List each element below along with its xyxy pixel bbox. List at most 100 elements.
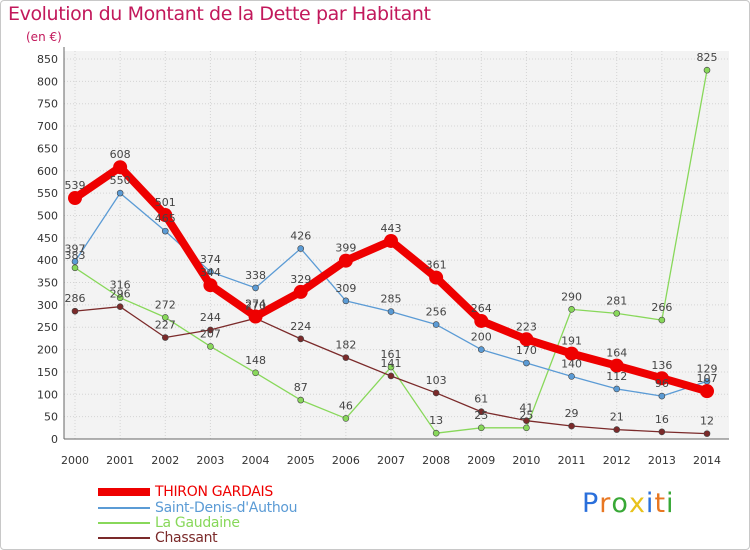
data-label-saint-denis-d-authou: 465 xyxy=(155,212,176,225)
data-point-saint-denis-d-authou xyxy=(613,385,621,393)
x-tick-label: 2004 xyxy=(242,454,270,467)
data-label-chassant: 182 xyxy=(335,339,356,352)
data-point-la-gaudaine xyxy=(432,429,440,437)
data-label-thiron-gardais: 443 xyxy=(381,222,402,235)
data-label-thiron-gardais: 274 xyxy=(245,298,266,311)
data-label-thiron-gardais: 191 xyxy=(561,335,582,348)
data-point-la-gaudaine xyxy=(161,314,169,321)
data-label-saint-denis-d-authou: 256 xyxy=(426,306,447,319)
data-label-thiron-gardais: 329 xyxy=(290,273,311,286)
data-point-thiron-gardais xyxy=(429,270,444,285)
data-point-la-gaudaine xyxy=(116,294,124,302)
data-label-chassant: 61 xyxy=(474,393,488,406)
legend-swatch-thiron-gardais xyxy=(98,488,150,496)
legend-label-thiron-gardais: THIRON GARDAIS xyxy=(155,484,273,500)
data-label-thiron-gardais: 136 xyxy=(651,359,672,372)
y-tick-label: 450 xyxy=(37,232,58,245)
data-label-chassant: 141 xyxy=(381,357,402,370)
y-tick-label: 150 xyxy=(37,366,58,379)
y-tick-label: 850 xyxy=(37,53,58,66)
x-tick-label: 2008 xyxy=(422,454,450,467)
data-point-thiron-gardais xyxy=(113,160,128,175)
data-label-saint-denis-d-authou: 374 xyxy=(200,253,221,266)
x-tick-label: 2011 xyxy=(558,454,586,467)
data-point-la-gaudaine xyxy=(252,369,259,377)
data-label-la-gaudaine: 316 xyxy=(110,279,131,292)
legend-swatch-chassant xyxy=(98,537,150,539)
data-label-chassant: 103 xyxy=(426,374,447,387)
data-label-chassant: 41 xyxy=(519,402,533,415)
x-tick-label: 2002 xyxy=(151,454,179,467)
data-label-la-gaudaine: 46 xyxy=(339,399,353,412)
data-label-la-gaudaine: 148 xyxy=(245,354,266,367)
data-label-saint-denis-d-authou: 338 xyxy=(245,269,266,282)
legend-label-la-gaudaine: La Gaudaine xyxy=(155,515,240,531)
data-label-chassant: 16 xyxy=(655,413,669,426)
data-point-chassant xyxy=(71,307,79,315)
data-point-la-gaudaine xyxy=(71,264,79,272)
data-point-chassant xyxy=(116,303,124,310)
x-tick-label: 2001 xyxy=(106,454,134,467)
data-point-chassant xyxy=(703,430,711,437)
data-point-la-gaudaine xyxy=(658,316,666,324)
legend-label-chassant: Chassant xyxy=(155,530,218,546)
data-point-la-gaudaine xyxy=(387,363,395,371)
data-point-saint-denis-d-authou xyxy=(387,308,395,315)
y-tick-label: 550 xyxy=(37,187,58,200)
y-tick-label: 600 xyxy=(37,165,58,178)
y-tick-label: 300 xyxy=(37,299,58,312)
data-point-thiron-gardais xyxy=(68,191,82,206)
data-label-la-gaudaine: 25 xyxy=(519,409,533,422)
data-point-saint-denis-d-authou xyxy=(71,258,79,265)
x-tick-label: 2006 xyxy=(332,454,360,467)
data-point-thiron-gardais xyxy=(158,208,173,223)
data-label-saint-denis-d-authou: 170 xyxy=(516,344,537,357)
data-point-saint-denis-d-authou xyxy=(116,189,124,197)
y-tick-label: 400 xyxy=(37,254,58,267)
data-point-la-gaudaine xyxy=(477,424,485,432)
x-tick-label: 2012 xyxy=(603,454,631,467)
data-label-chassant: 227 xyxy=(155,319,176,332)
data-label-la-gaudaine: 290 xyxy=(561,290,582,303)
data-point-saint-denis-d-authou xyxy=(658,392,666,400)
chart-title: Evolution du Montant de la Dette par Hab… xyxy=(8,3,431,25)
y-tick-label: 200 xyxy=(37,344,58,357)
data-label-la-gaudaine: 13 xyxy=(429,414,443,427)
data-point-thiron-gardais xyxy=(519,332,534,347)
data-point-saint-denis-d-authou xyxy=(252,284,259,292)
data-point-thiron-gardais xyxy=(293,284,308,299)
data-label-la-gaudaine: 272 xyxy=(155,298,176,311)
data-point-la-gaudaine xyxy=(613,310,621,317)
data-label-chassant: 12 xyxy=(700,415,714,428)
logo-letter: o xyxy=(611,488,629,519)
data-label-la-gaudaine: 25 xyxy=(474,409,488,422)
x-tick-label: 2009 xyxy=(467,454,495,467)
legend-item-chassant: Chassant xyxy=(98,530,358,546)
x-tick-label: 2003 xyxy=(196,454,224,467)
legend-swatch-saint-denis xyxy=(98,507,150,509)
data-point-la-gaudaine xyxy=(297,396,305,404)
data-point-thiron-gardais xyxy=(654,371,669,386)
data-point-la-gaudaine xyxy=(342,415,350,422)
data-label-thiron-gardais: 344 xyxy=(200,266,221,279)
data-point-chassant xyxy=(432,389,440,397)
data-point-chassant xyxy=(342,354,350,361)
data-label-la-gaudaine: 281 xyxy=(606,294,627,307)
data-label-la-gaudaine: 266 xyxy=(651,301,672,314)
legend-item-la-gaudaine: La Gaudaine xyxy=(98,515,358,531)
legend-label-saint-denis: Saint-Denis-d'Authou xyxy=(155,500,298,516)
y-tick-label: 350 xyxy=(37,277,58,290)
y-tick-label: 800 xyxy=(37,75,58,88)
y-tick-label: 650 xyxy=(37,142,58,155)
data-label-chassant: 21 xyxy=(610,411,624,424)
data-point-chassant xyxy=(161,334,169,341)
data-point-la-gaudaine xyxy=(568,306,575,313)
data-point-chassant xyxy=(387,372,395,380)
data-point-thiron-gardais xyxy=(564,346,579,361)
y-tick-label: 50 xyxy=(44,411,58,424)
data-label-chassant: 296 xyxy=(110,288,131,301)
data-point-thiron-gardais xyxy=(609,358,624,373)
y-tick-label: 0 xyxy=(51,433,58,446)
data-point-saint-denis-d-authou xyxy=(477,346,485,353)
line-chart: 0 50 100 150 200 250 300 350 400 450 500 550 600 650 7… xyxy=(37,47,729,467)
